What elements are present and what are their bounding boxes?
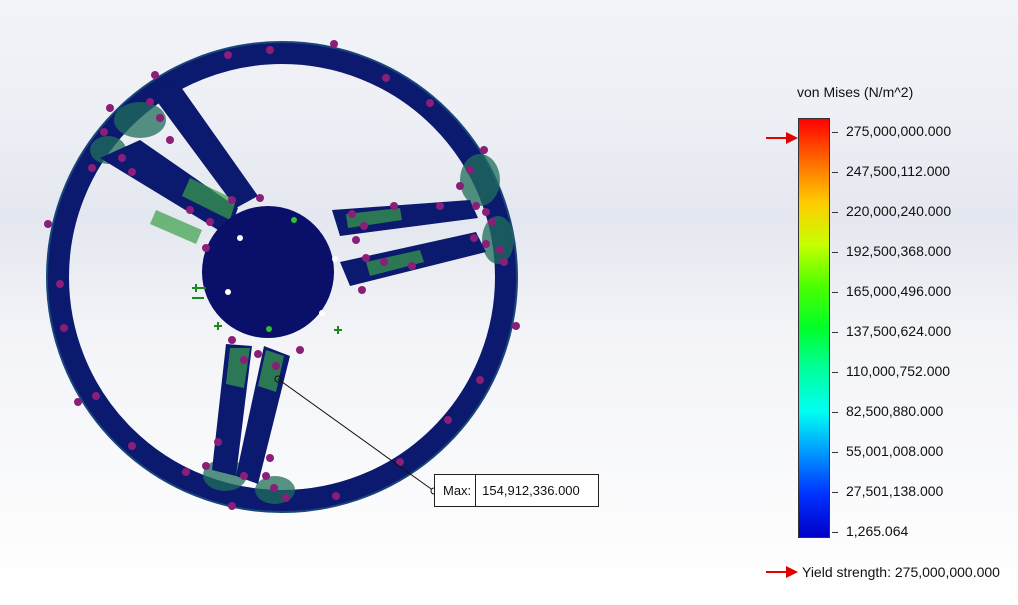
legend-tick	[832, 532, 838, 533]
yield-strength-text: Yield strength: 275,000,000.000	[802, 564, 1000, 580]
legend-tick	[832, 412, 838, 413]
legend-tick	[832, 492, 838, 493]
legend-row: 82,500,880.000	[832, 403, 992, 443]
legend-row: 137,500,624.000	[832, 323, 992, 363]
hub-center-markers	[266, 217, 297, 332]
legend-label: 220,000,240.000	[846, 203, 952, 219]
max-probe-label[interactable]: Max: 154,912,336.000	[434, 474, 599, 507]
legend-row: 247,500,112.000	[832, 163, 992, 203]
legend-row: 110,000,752.000	[832, 363, 992, 403]
legend-label: 275,000,000.000	[846, 123, 952, 139]
legend-row: 27,501,138.000	[832, 483, 992, 523]
legend-label: 247,500,112.000	[846, 163, 951, 179]
legend-tick	[832, 372, 838, 373]
legend-label: 55,001,008.000	[846, 443, 944, 459]
legend-row: 1,265.064	[832, 523, 992, 563]
hub-bolt-holes	[225, 235, 338, 316]
legend-row: 220,000,240.000	[832, 203, 992, 243]
legend-row: 165,000,496.000	[832, 283, 992, 323]
legend-tick	[832, 452, 838, 453]
legend-tick	[832, 332, 838, 333]
probe-max-value: 154,912,336.000	[482, 483, 580, 498]
yield-pointer-arrow-icon	[766, 132, 798, 144]
load-arrows-icon	[192, 284, 342, 334]
legend-row: 55,001,008.000	[832, 443, 992, 483]
legend-title: von Mises (N/m^2)	[797, 84, 914, 100]
yield-arrow-icon	[766, 566, 798, 578]
legend-label: 165,000,496.000	[846, 283, 952, 299]
legend-tick	[832, 172, 838, 173]
legend-row: 275,000,000.000	[832, 123, 992, 163]
legend-tick	[832, 212, 838, 213]
legend-label: 192,500,368.000	[846, 243, 952, 259]
probe-max-label: Max:	[435, 475, 477, 506]
legend-color-bar[interactable]	[798, 118, 830, 538]
legend-label: 110,000,752.000	[846, 363, 951, 379]
max-point-marker	[274, 375, 282, 383]
legend-tick	[832, 252, 838, 253]
legend-label: 82,500,880.000	[846, 403, 944, 419]
legend-tick	[832, 132, 838, 133]
probe-leader-line	[277, 378, 435, 492]
legend-row: 192,500,368.000	[832, 243, 992, 283]
wheel-rim-outer-edge	[46, 41, 518, 513]
fixture-markers	[44, 40, 520, 510]
legend-label: 137,500,624.000	[846, 323, 952, 339]
legend-label: 27,501,138.000	[846, 483, 944, 499]
wheel-hub	[202, 206, 334, 338]
legend-label: 1,265.064	[846, 523, 909, 539]
yield-strength-indicator: Yield strength: 275,000,000.000	[766, 564, 1000, 580]
legend-tick	[832, 292, 838, 293]
legend-labels: 275,000,000.000 247,500,112.000 220,000,…	[832, 123, 992, 563]
